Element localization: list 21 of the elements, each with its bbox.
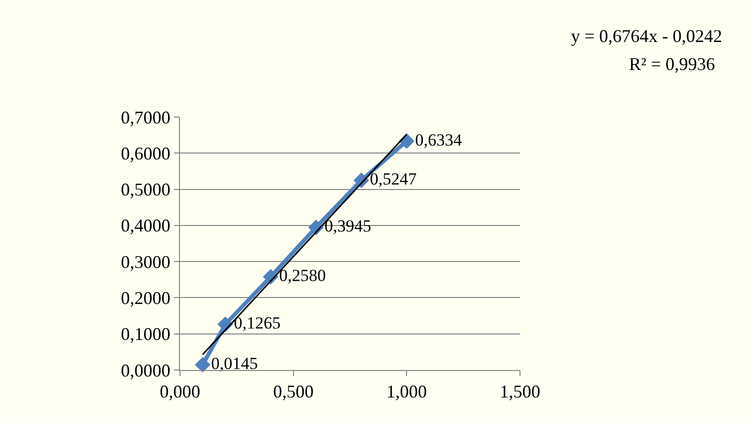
data-label: 0,0145 (211, 354, 258, 374)
y-tick-label: 0,6000 (120, 143, 170, 164)
y-tick-label: 0,2000 (120, 288, 170, 308)
x-tick-label: 1,000 (386, 382, 427, 402)
data-label: 0,1265 (234, 314, 281, 333)
y-tick-label: 0,0000 (120, 360, 170, 380)
y-tick-label: 0,5000 (120, 180, 170, 200)
text: y = 0,6764x - 0,0242 (571, 26, 722, 46)
y-tick-label: 0,4000 (120, 216, 170, 236)
point (194, 356, 210, 373)
text: R² = 0,9936 (629, 54, 716, 74)
data-label: 0,5247 (370, 170, 418, 189)
data-label: 0,6334 (415, 130, 462, 150)
x-tick-label: 0,000 (160, 382, 200, 402)
y-tick-label: 0,7000 (120, 107, 170, 128)
y-tick-label: 0,3000 (120, 252, 170, 272)
x-tick-label: 1,500 (500, 382, 540, 402)
y-tick-label: 0,1000 (120, 324, 170, 344)
data-label: 0,3945 (324, 216, 372, 236)
data-label: 0,2580 (279, 266, 326, 285)
x-tick-label: 0,500 (273, 382, 314, 402)
